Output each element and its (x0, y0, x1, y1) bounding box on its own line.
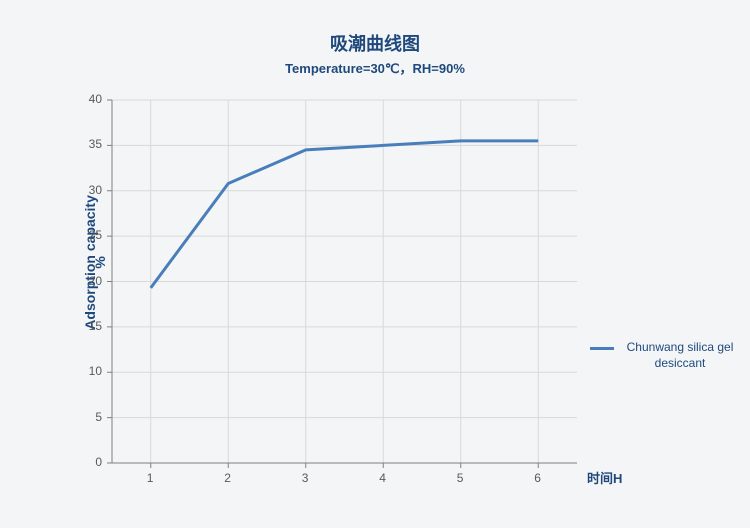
x-tick-label: 5 (457, 471, 464, 485)
y-tick-label: 10 (89, 364, 102, 378)
x-tick-label: 3 (302, 471, 309, 485)
series-line (151, 141, 539, 288)
y-tick-label: 25 (89, 228, 102, 242)
y-tick-label: 0 (95, 455, 102, 469)
y-tick-label: 35 (89, 137, 102, 151)
y-tick-label: 30 (89, 183, 102, 197)
x-tick-label: 6 (534, 471, 541, 485)
legend-line-icon (590, 347, 614, 350)
legend: Chunwang silica gel desiccant (590, 340, 740, 371)
x-axis-label: 时间H (587, 468, 622, 487)
y-tick-label: 15 (89, 319, 102, 333)
legend-text: Chunwang silica gel desiccant (620, 340, 740, 371)
y-tick-label: 40 (89, 92, 102, 106)
chart-container: 吸潮曲线图 Temperature=30℃，RH=90% Adsorption … (0, 0, 750, 528)
chart-svg (0, 0, 750, 528)
y-tick-label: 5 (95, 410, 102, 424)
x-tick-label: 4 (379, 471, 386, 485)
x-tick-label: 1 (147, 471, 154, 485)
y-tick-label: 20 (89, 274, 102, 288)
x-tick-label: 2 (224, 471, 231, 485)
